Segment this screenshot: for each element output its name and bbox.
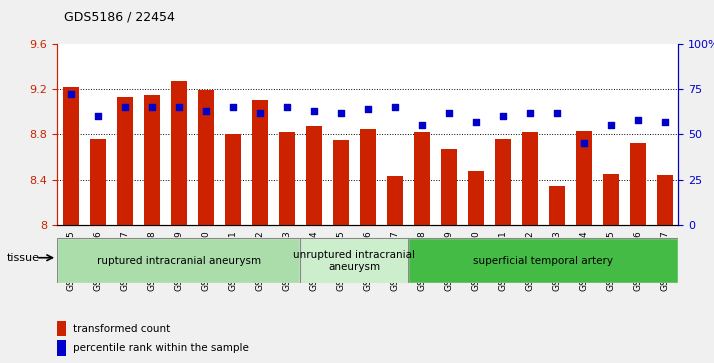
- FancyBboxPatch shape: [408, 238, 678, 283]
- Point: [578, 140, 590, 146]
- FancyBboxPatch shape: [300, 238, 408, 283]
- Bar: [251, 100, 268, 225]
- Point: [335, 110, 346, 115]
- Bar: [630, 143, 646, 225]
- Point: [173, 104, 184, 110]
- Text: transformed count: transformed count: [73, 324, 170, 334]
- Point: [551, 110, 563, 115]
- Point: [119, 104, 131, 110]
- Point: [659, 119, 670, 125]
- Point: [92, 113, 104, 119]
- Point: [632, 117, 643, 123]
- Bar: [333, 140, 349, 225]
- Bar: [386, 176, 403, 225]
- Bar: [548, 187, 565, 225]
- Bar: [198, 90, 213, 225]
- Bar: [468, 171, 484, 225]
- Bar: [116, 97, 133, 225]
- Point: [497, 113, 508, 119]
- Point: [443, 110, 454, 115]
- Text: percentile rank within the sample: percentile rank within the sample: [73, 343, 248, 353]
- Bar: [171, 81, 187, 225]
- Bar: [522, 132, 538, 225]
- Point: [281, 104, 293, 110]
- Text: GDS5186 / 22454: GDS5186 / 22454: [64, 11, 175, 24]
- Point: [470, 119, 481, 125]
- Bar: [657, 175, 673, 225]
- Text: tissue: tissue: [7, 253, 40, 263]
- Point: [200, 108, 211, 114]
- Bar: [360, 129, 376, 225]
- Point: [524, 110, 536, 115]
- Point: [389, 104, 401, 110]
- Bar: [63, 87, 79, 225]
- Bar: [441, 149, 457, 225]
- Point: [65, 91, 76, 97]
- Point: [308, 108, 319, 114]
- Point: [254, 110, 266, 115]
- Bar: [57, 321, 66, 336]
- Bar: [603, 174, 619, 225]
- Text: superficial temporal artery: superficial temporal artery: [473, 256, 613, 266]
- Point: [146, 104, 157, 110]
- Text: unruptured intracranial
aneurysm: unruptured intracranial aneurysm: [293, 250, 416, 272]
- Bar: [306, 126, 322, 225]
- Point: [605, 122, 616, 128]
- Text: ruptured intracranial aneurysm: ruptured intracranial aneurysm: [96, 256, 261, 266]
- Bar: [575, 131, 592, 225]
- Bar: [89, 139, 106, 225]
- Bar: [144, 95, 160, 225]
- Bar: [413, 132, 430, 225]
- Point: [416, 122, 428, 128]
- Point: [362, 106, 373, 112]
- Bar: [495, 139, 511, 225]
- Bar: [225, 134, 241, 225]
- Bar: [278, 132, 295, 225]
- Bar: [57, 340, 66, 356]
- FancyBboxPatch shape: [57, 238, 300, 283]
- Point: [227, 104, 238, 110]
